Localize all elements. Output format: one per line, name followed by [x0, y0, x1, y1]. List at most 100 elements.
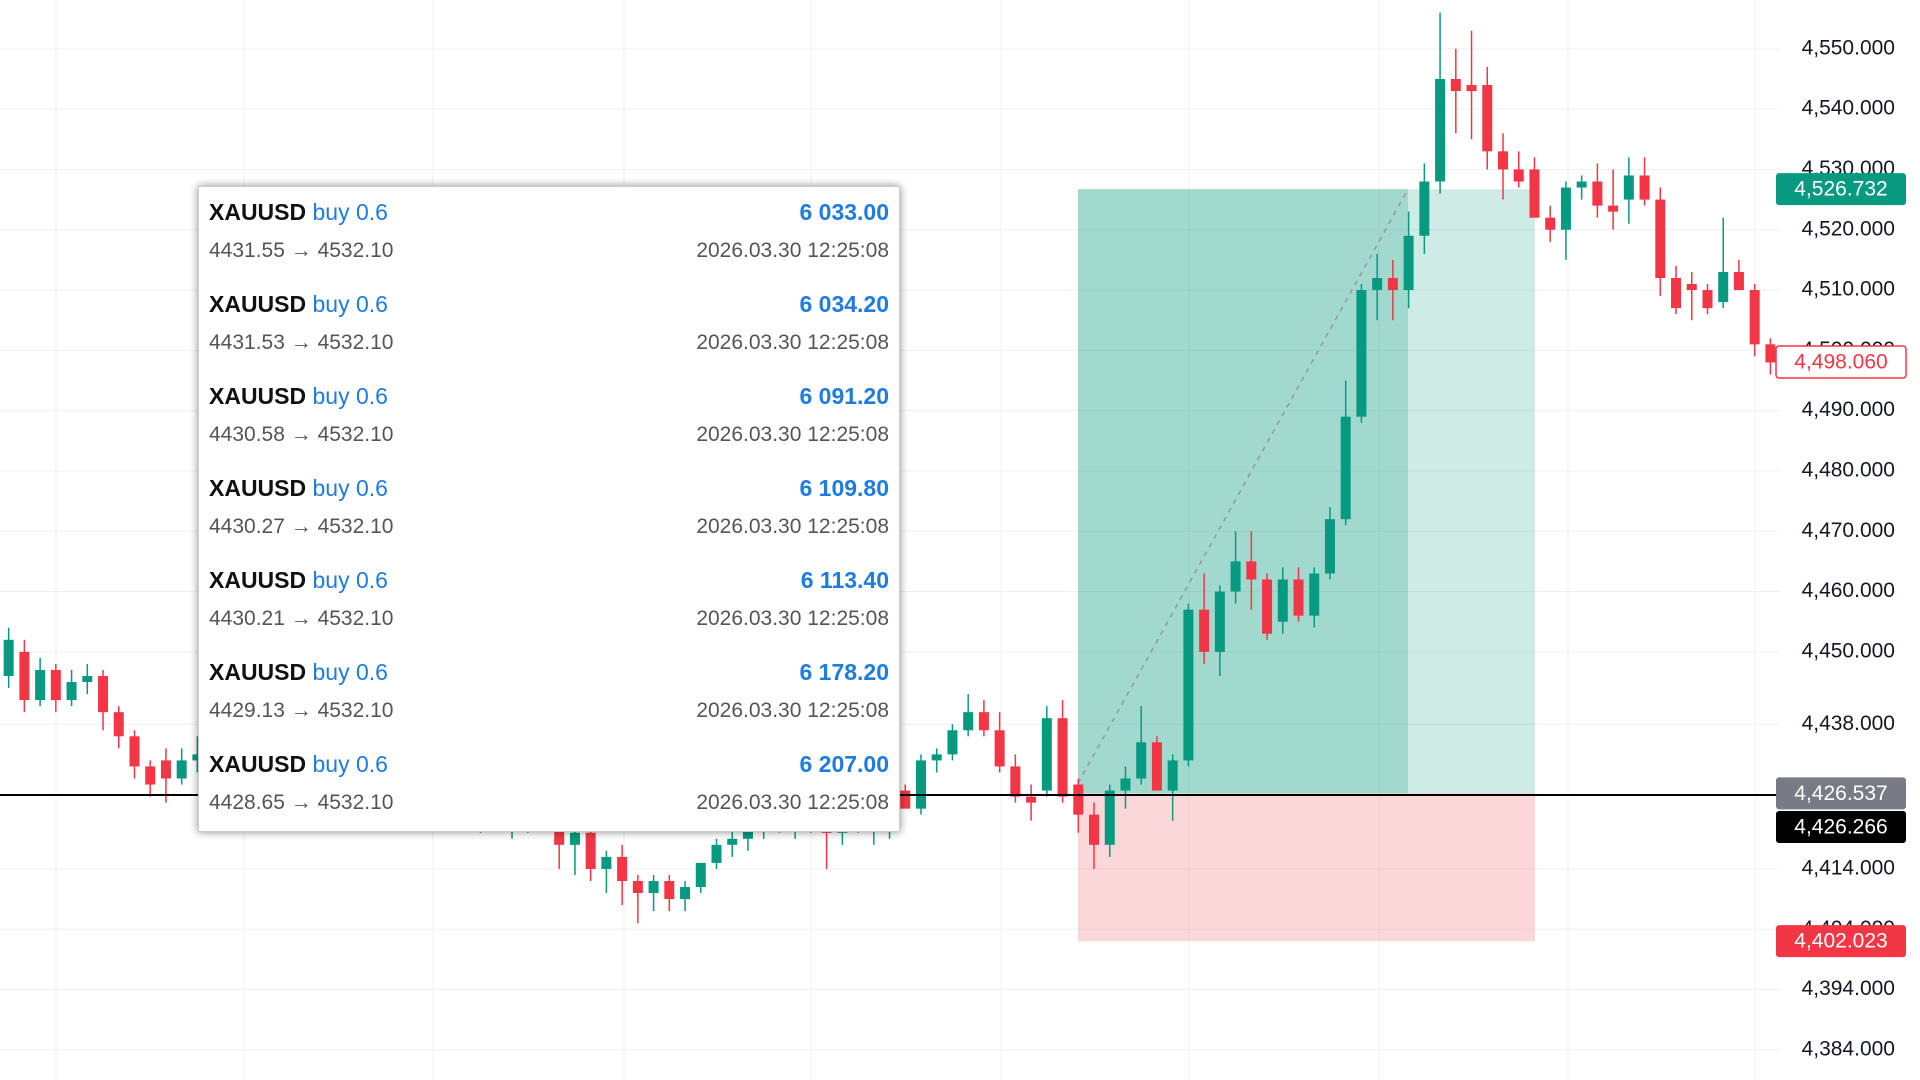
candle-body — [1576, 181, 1587, 188]
side: buy 0.6 — [312, 475, 388, 501]
candle-body — [931, 754, 942, 761]
candle-body — [145, 766, 156, 785]
candle-body — [1545, 217, 1556, 230]
candle-body — [1403, 235, 1414, 291]
candle-body — [1765, 344, 1776, 363]
candle-body — [1073, 784, 1084, 815]
candle-body — [1592, 181, 1603, 206]
prices: 4430.27 → 4532.10 — [209, 515, 394, 538]
candle-body — [3, 639, 14, 676]
candle-body — [192, 754, 203, 761]
candle-body — [1733, 271, 1744, 291]
y-tick-label: 4,480.000 — [1802, 459, 1895, 482]
candle-body — [1372, 277, 1383, 291]
time: 2026.03.30 12:25:08 — [696, 423, 889, 446]
time: 2026.03.30 12:25:08 — [696, 239, 889, 262]
candle-body — [160, 760, 171, 779]
profit: 6 033.00 — [799, 199, 889, 225]
candle-body — [129, 736, 140, 767]
candle-body — [1718, 271, 1729, 303]
candle-body — [1277, 579, 1288, 622]
candle-body — [978, 712, 989, 731]
profit: 6 178.20 — [799, 659, 889, 685]
candle-body — [1639, 175, 1650, 200]
trade-row: XAUUSD buy 0.6 6 109.80 4430.27 → 4532.10 2… — [209, 467, 889, 559]
time: 2026.03.30 12:25:08 — [696, 791, 889, 814]
trade-header: XAUUSD buy 0.6 6 113.40 — [209, 567, 889, 594]
trade-header: XAUUSD buy 0.6 6 178.20 — [209, 659, 889, 686]
time: 2026.03.30 12:25:08 — [696, 515, 889, 538]
prices: 4431.53 → 4532.10 — [209, 331, 394, 354]
candle-body — [648, 881, 659, 894]
trade-header: XAUUSD buy 0.6 6 033.00 — [209, 199, 889, 226]
symbol: XAUUSD — [209, 291, 307, 317]
candle-body — [176, 760, 187, 779]
trade-detail: 4430.58 → 4532.10 2026.03.30 12:25:08 — [209, 423, 889, 447]
candle-body — [1089, 814, 1100, 845]
candle-body — [98, 675, 109, 713]
price-tag — [1776, 810, 1906, 843]
profit: 6 109.80 — [799, 475, 889, 501]
trade-row: XAUUSD buy 0.6 6 091.20 4430.58 → 4532.10 2… — [209, 375, 889, 467]
profit: 6 113.40 — [800, 567, 889, 593]
trade-detail: 4429.13 → 4532.10 2026.03.30 12:25:08 — [209, 699, 889, 723]
y-tick-label: 4,490.000 — [1802, 398, 1895, 421]
y-tick-label: 4,550.000 — [1802, 36, 1895, 59]
profit: 6 091.20 — [799, 383, 889, 409]
price-tag — [1775, 345, 1907, 379]
candle-body — [994, 730, 1005, 767]
trade-row: XAUUSD buy 0.6 6 178.20 4429.13 → 4532.10 2… — [209, 651, 889, 743]
trade-path — [1077, 188, 1409, 784]
y-tick-label: 4,510.000 — [1802, 278, 1895, 301]
prices: 4429.13 → 4532.10 — [209, 699, 394, 722]
y-tick-label: 4,394.000 — [1802, 977, 1895, 1000]
candle-body — [113, 712, 124, 737]
trade-detail: 4428.65 → 4532.10 2026.03.30 12:25:08 — [209, 791, 889, 815]
candle-body — [1419, 181, 1430, 236]
trade-row: XAUUSD buy 0.6 6 034.20 4431.53 → 4532.10 2… — [209, 283, 889, 375]
trade-detail: 4431.55 → 4532.10 2026.03.30 12:25:08 — [209, 239, 889, 263]
trade-header: XAUUSD buy 0.6 6 207.00 — [209, 751, 889, 778]
candle-body — [680, 887, 691, 900]
candle-body — [900, 790, 911, 809]
side: buy 0.6 — [312, 199, 388, 225]
candle-body — [1120, 778, 1131, 791]
trade-header: XAUUSD buy 0.6 6 034.20 — [209, 291, 889, 318]
candle-body — [50, 669, 61, 701]
candle-body — [1466, 85, 1477, 92]
candle-body — [601, 856, 612, 869]
price-tag-label: 4,526.732 — [1794, 178, 1887, 201]
y-tick-label: 4,384.000 — [1802, 1037, 1895, 1060]
candle-body — [711, 844, 722, 863]
trade-list: XAUUSD buy 0.6 6 033.00 4431.55 → 4532.10 2… — [198, 186, 900, 832]
y-tick-label: 4,414.000 — [1802, 856, 1895, 879]
prices: 4430.58 → 4532.10 — [209, 423, 394, 446]
candle-body — [1293, 579, 1304, 616]
time: 2026.03.30 12:25:08 — [696, 699, 889, 722]
price-tag-label: 4,426.537 — [1794, 782, 1887, 805]
profit: 6 207.00 — [799, 751, 889, 777]
y-tick-label: 4,438.000 — [1802, 712, 1895, 735]
candle-body — [1041, 718, 1052, 791]
loss-zone — [1078, 793, 1535, 942]
price-tag-label: 4,426.266 — [1794, 816, 1887, 839]
y-tick-label: 4,450.000 — [1802, 639, 1895, 662]
candle-body — [585, 832, 596, 869]
symbol: XAUUSD — [209, 383, 307, 409]
profit-zone-filled — [1078, 189, 1408, 794]
candle-body — [35, 669, 46, 701]
candle-body — [632, 881, 643, 894]
candle-body — [664, 881, 675, 900]
trade-header: XAUUSD buy 0.6 6 091.20 — [209, 383, 889, 410]
candle-body — [1010, 766, 1021, 797]
candle-body — [1026, 796, 1037, 803]
candle-body — [1214, 591, 1225, 652]
candle-body — [1498, 151, 1508, 170]
candle-body — [1104, 790, 1115, 845]
trade-detail: 4431.53 → 4532.10 2026.03.30 12:25:08 — [209, 331, 889, 355]
prices: 4430.21 → 4532.10 — [209, 607, 394, 630]
candle-body — [1309, 573, 1320, 616]
y-tick-label: 4,540.000 — [1802, 97, 1895, 120]
symbol: XAUUSD — [209, 475, 307, 501]
trade-row: XAUUSD buy 0.6 6 207.00 4428.65 → 4532.10 2… — [209, 743, 889, 835]
